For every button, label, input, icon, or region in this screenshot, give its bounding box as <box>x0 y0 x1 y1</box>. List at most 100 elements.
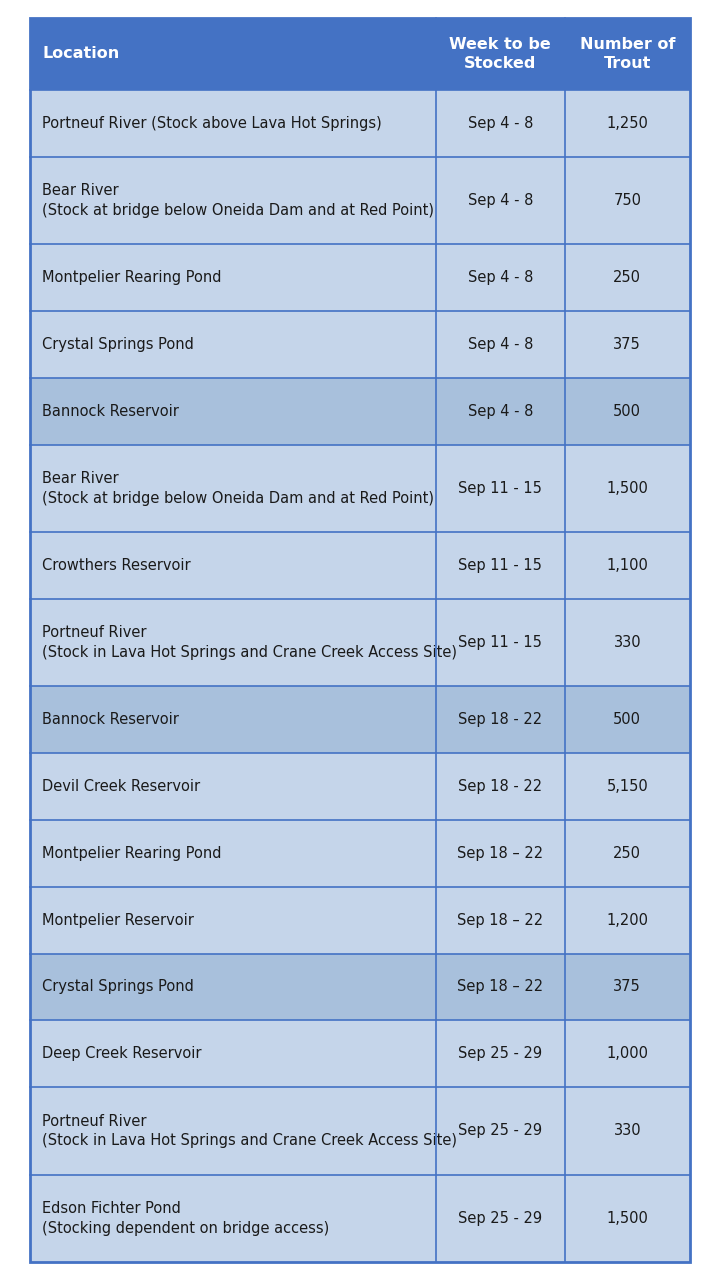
Text: Location: Location <box>42 46 120 61</box>
Text: 500: 500 <box>613 712 642 727</box>
Text: Deep Creek Reservoir: Deep Creek Reservoir <box>42 1046 202 1061</box>
Text: Montpelier Rearing Pond: Montpelier Rearing Pond <box>42 270 222 285</box>
Text: Portneuf River (Stock above Lava Hot Springs): Portneuf River (Stock above Lava Hot Spr… <box>42 116 382 131</box>
Text: Bear River
(Stock at bridge below Oneida Dam and at Red Point): Bear River (Stock at bridge below Oneida… <box>42 471 434 506</box>
Text: Sep 4 - 8: Sep 4 - 8 <box>467 193 533 209</box>
Text: 375: 375 <box>613 337 642 352</box>
Text: Sep 18 - 22: Sep 18 - 22 <box>458 780 542 794</box>
Bar <box>436 90 564 157</box>
Text: Edson Fichter Pond
(Stocking dependent on bridge access): Edson Fichter Pond (Stocking dependent o… <box>42 1201 329 1235</box>
Bar <box>564 753 690 820</box>
Bar <box>436 686 564 753</box>
Text: Portneuf River
(Stock in Lava Hot Springs and Crane Creek Access Site): Portneuf River (Stock in Lava Hot Spring… <box>42 625 457 660</box>
Bar <box>30 444 436 532</box>
Text: 500: 500 <box>613 403 642 419</box>
Text: Crystal Springs Pond: Crystal Springs Pond <box>42 979 194 995</box>
Text: Sep 4 - 8: Sep 4 - 8 <box>467 337 533 352</box>
Text: 1,100: 1,100 <box>606 558 648 573</box>
Bar <box>436 887 564 954</box>
Text: Sep 18 - 22: Sep 18 - 22 <box>458 712 542 727</box>
Bar <box>30 820 436 887</box>
Bar <box>564 18 690 90</box>
Text: 330: 330 <box>613 1124 641 1138</box>
Bar <box>564 157 690 244</box>
Text: 1,500: 1,500 <box>606 481 648 495</box>
Bar <box>564 954 690 1020</box>
Bar <box>436 954 564 1020</box>
Bar <box>30 532 436 599</box>
Text: Bear River
(Stock at bridge below Oneida Dam and at Red Point): Bear River (Stock at bridge below Oneida… <box>42 183 434 218</box>
Bar <box>30 18 436 90</box>
Bar <box>30 599 436 686</box>
Bar <box>30 90 436 157</box>
Bar <box>564 1175 690 1262</box>
Text: 250: 250 <box>613 846 642 861</box>
Text: Sep 4 - 8: Sep 4 - 8 <box>467 403 533 419</box>
Bar <box>564 887 690 954</box>
Text: 375: 375 <box>613 979 642 995</box>
Bar <box>436 18 564 90</box>
Bar <box>564 90 690 157</box>
Bar <box>436 244 564 311</box>
Text: 5,150: 5,150 <box>606 780 648 794</box>
Text: Sep 11 - 15: Sep 11 - 15 <box>459 481 542 495</box>
Bar <box>436 157 564 244</box>
Bar <box>30 1020 436 1087</box>
Bar <box>30 157 436 244</box>
Bar <box>564 820 690 887</box>
Bar <box>30 954 436 1020</box>
Text: Crystal Springs Pond: Crystal Springs Pond <box>42 337 194 352</box>
Text: Sep 25 - 29: Sep 25 - 29 <box>458 1046 542 1061</box>
Bar <box>436 1020 564 1087</box>
Bar <box>30 311 436 378</box>
Text: Sep 25 - 29: Sep 25 - 29 <box>458 1124 542 1138</box>
Text: Devil Creek Reservoir: Devil Creek Reservoir <box>42 780 200 794</box>
Text: Sep 25 - 29: Sep 25 - 29 <box>458 1211 542 1226</box>
Text: Portneuf River
(Stock in Lava Hot Springs and Crane Creek Access Site): Portneuf River (Stock in Lava Hot Spring… <box>42 1114 457 1148</box>
Bar <box>436 378 564 444</box>
Bar <box>564 311 690 378</box>
Bar <box>436 311 564 378</box>
Text: Montpelier Reservoir: Montpelier Reservoir <box>42 913 194 928</box>
Bar <box>436 1175 564 1262</box>
Bar <box>564 1020 690 1087</box>
Text: Number of
Trout: Number of Trout <box>580 37 675 70</box>
Text: Crowthers Reservoir: Crowthers Reservoir <box>42 558 191 573</box>
Text: 1,500: 1,500 <box>606 1211 648 1226</box>
Text: 750: 750 <box>613 193 642 209</box>
Text: Sep 11 - 15: Sep 11 - 15 <box>459 635 542 650</box>
Bar <box>30 686 436 753</box>
Bar <box>436 820 564 887</box>
Bar <box>30 378 436 444</box>
Text: 1,000: 1,000 <box>606 1046 648 1061</box>
Bar <box>564 686 690 753</box>
Bar <box>30 1175 436 1262</box>
Text: 1,200: 1,200 <box>606 913 648 928</box>
Bar <box>30 244 436 311</box>
Bar <box>436 444 564 532</box>
Text: Sep 4 - 8: Sep 4 - 8 <box>467 270 533 285</box>
Text: 330: 330 <box>613 635 641 650</box>
Bar <box>564 1087 690 1175</box>
Bar <box>436 532 564 599</box>
Bar <box>564 378 690 444</box>
Bar <box>30 1087 436 1175</box>
Bar <box>436 599 564 686</box>
Text: Bannock Reservoir: Bannock Reservoir <box>42 403 179 419</box>
Bar <box>436 1087 564 1175</box>
Text: Sep 11 - 15: Sep 11 - 15 <box>459 558 542 573</box>
Text: Sep 18 – 22: Sep 18 – 22 <box>457 979 544 995</box>
Text: Sep 18 – 22: Sep 18 – 22 <box>457 913 544 928</box>
Bar <box>436 753 564 820</box>
Bar <box>564 244 690 311</box>
Text: 250: 250 <box>613 270 642 285</box>
Text: Week to be
Stocked: Week to be Stocked <box>449 37 551 70</box>
Bar <box>30 887 436 954</box>
Bar <box>30 753 436 820</box>
Text: 1,250: 1,250 <box>606 116 648 131</box>
Text: Sep 4 - 8: Sep 4 - 8 <box>467 116 533 131</box>
Text: Montpelier Rearing Pond: Montpelier Rearing Pond <box>42 846 222 861</box>
Bar <box>564 444 690 532</box>
Bar <box>564 532 690 599</box>
Text: Sep 18 – 22: Sep 18 – 22 <box>457 846 544 861</box>
